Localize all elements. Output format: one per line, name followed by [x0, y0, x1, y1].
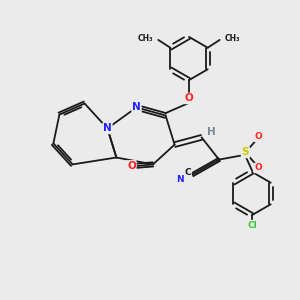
- Text: N: N: [103, 123, 112, 134]
- Text: CH₃: CH₃: [138, 34, 153, 43]
- Text: N: N: [176, 176, 184, 184]
- Text: H: H: [207, 127, 216, 137]
- Text: S: S: [242, 147, 249, 158]
- Text: O: O: [254, 164, 262, 172]
- Text: N: N: [132, 102, 141, 112]
- Text: Cl: Cl: [247, 220, 257, 230]
- Text: O: O: [184, 93, 194, 103]
- Text: CH₃: CH₃: [225, 34, 240, 43]
- Text: C: C: [184, 168, 191, 177]
- Text: O: O: [254, 132, 262, 141]
- Text: O: O: [127, 161, 136, 171]
